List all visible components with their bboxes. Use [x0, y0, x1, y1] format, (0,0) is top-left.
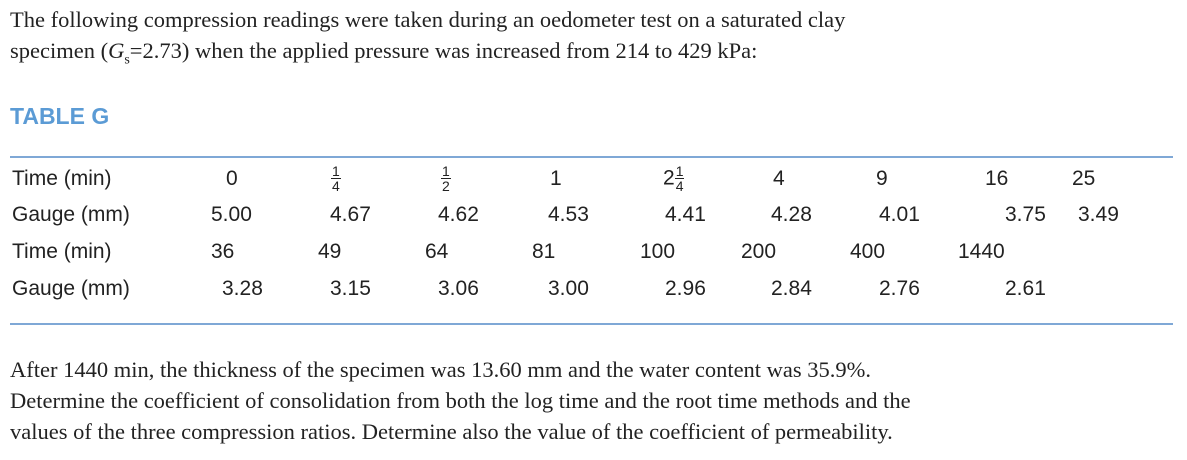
- time-cell: 1: [550, 167, 562, 190]
- gauge-cell: 4.01: [879, 203, 920, 226]
- intro-line-2-post: =2.73) when the applied pressure was inc…: [129, 38, 758, 63]
- problem-question: After 1440 min, the thickness of the spe…: [10, 354, 1182, 447]
- time-cell: 16: [985, 167, 1009, 190]
- time-cell: 25: [1072, 167, 1096, 190]
- specific-gravity-subscript: s: [124, 52, 130, 68]
- time-cell: 200: [741, 240, 777, 263]
- table-title: TABLE G: [10, 103, 110, 129]
- time-cell: 4: [773, 167, 785, 190]
- gauge-cell: 3.15: [330, 277, 371, 300]
- gauge-cell: 2.96: [665, 277, 706, 300]
- time-cell: 49: [318, 240, 342, 263]
- gauge-cell: 3.49: [1078, 203, 1119, 226]
- specific-gravity-symbol: G: [108, 38, 125, 63]
- row-label: Time (min): [12, 167, 112, 190]
- row-label: Gauge (mm): [12, 203, 130, 226]
- time-cell: 400: [850, 240, 886, 263]
- question-line-2: Determine the coefficient of consolidati…: [10, 388, 911, 413]
- table-row-gauge-2: Gauge (mm) 3.28 3.15 3.06 3.00 2.96 2.84…: [0, 277, 1187, 309]
- row-label: Gauge (mm): [12, 277, 130, 300]
- table-row-time-2: Time (min) 36 49 64 81 100 200 400 1440: [0, 240, 1187, 272]
- question-line-1: After 1440 min, the thickness of the spe…: [10, 357, 872, 382]
- time-cell: 1440: [958, 240, 1005, 263]
- gauge-cell: 4.67: [330, 203, 371, 226]
- gauge-cell: 4.28: [771, 203, 812, 226]
- gauge-cell: 5.00: [211, 203, 252, 226]
- time-cell: 100: [640, 240, 676, 263]
- gauge-cell: 2.61: [1005, 277, 1046, 300]
- time-cell: 64: [425, 240, 449, 263]
- problem-intro: The following compression readings were …: [10, 4, 1182, 76]
- gauge-cell: 4.62: [438, 203, 479, 226]
- gauge-cell: 2.76: [879, 277, 920, 300]
- time-cell: 36: [211, 240, 235, 263]
- table-row-gauge-1: Gauge (mm) 5.00 4.67 4.62 4.53 4.41 4.28…: [0, 203, 1187, 235]
- intro-line-1: The following compression readings were …: [10, 7, 846, 32]
- row-label: Time (min): [12, 240, 112, 263]
- time-cell: 9: [876, 167, 888, 190]
- gauge-cell: 3.00: [548, 277, 589, 300]
- gauge-cell: 3.75: [1005, 203, 1046, 226]
- intro-line-2: specimen (Gs=2.73) when the applied pres…: [10, 35, 1182, 76]
- time-cell: 81: [532, 240, 556, 263]
- time-cell: 0: [226, 167, 238, 190]
- gauge-cell: 4.53: [548, 203, 589, 226]
- table-bottom-rule: [10, 323, 1173, 325]
- gauge-cell: 3.06: [438, 277, 479, 300]
- gauge-cell: 3.28: [222, 277, 263, 300]
- gauge-cell: 4.41: [665, 203, 706, 226]
- question-line-3: values of the three compression ratios. …: [10, 419, 893, 444]
- intro-line-2-pre: specimen (: [10, 38, 109, 63]
- gauge-cell: 2.84: [771, 277, 812, 300]
- table-top-rule: [10, 156, 1173, 158]
